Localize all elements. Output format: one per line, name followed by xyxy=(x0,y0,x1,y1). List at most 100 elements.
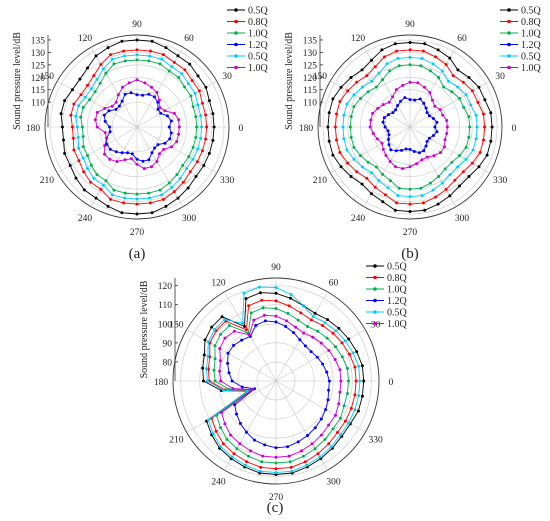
data-point xyxy=(310,442,314,446)
polar-spoke xyxy=(409,80,490,128)
data-point xyxy=(81,156,85,160)
angle-tick-label: 150 xyxy=(40,72,55,82)
polar-spoke xyxy=(409,126,457,207)
angle-tick-label: 270 xyxy=(130,228,145,238)
data-point xyxy=(340,341,344,345)
data-point xyxy=(301,304,305,308)
data-point xyxy=(394,149,398,153)
panel-label-b: (b) xyxy=(401,246,419,262)
data-point xyxy=(435,120,439,124)
data-point xyxy=(221,442,225,446)
legend-label: 0.5Q xyxy=(248,52,269,63)
data-point xyxy=(396,194,400,198)
data-point xyxy=(360,394,364,398)
data-point xyxy=(325,336,329,340)
data-point xyxy=(274,455,278,459)
data-point xyxy=(302,331,306,335)
data-point xyxy=(424,144,428,148)
data-point xyxy=(167,125,171,129)
angle-tick-label: 240 xyxy=(351,214,366,224)
data-point xyxy=(148,196,151,200)
data-point xyxy=(191,157,195,161)
angle-tick-label: 210 xyxy=(313,176,328,186)
data-point xyxy=(345,366,349,370)
data-point xyxy=(135,58,139,62)
data-point xyxy=(202,164,206,167)
data-point xyxy=(476,100,480,104)
data-point xyxy=(218,347,222,351)
data-point xyxy=(357,364,361,368)
data-point xyxy=(120,99,124,103)
legend-swatch-marker xyxy=(373,275,377,280)
angle-tick-label: 270 xyxy=(403,228,418,238)
data-point xyxy=(353,408,357,412)
data-point xyxy=(323,437,327,441)
polar-chart-a: 0306090120150180210240270300330110115120… xyxy=(12,6,269,239)
data-point xyxy=(313,447,317,451)
data-point xyxy=(432,154,436,158)
data-point xyxy=(326,398,330,402)
angle-tick-label: 60 xyxy=(329,278,339,288)
data-point xyxy=(421,201,425,205)
data-point xyxy=(210,325,214,329)
data-point xyxy=(384,154,388,158)
data-point xyxy=(395,201,399,205)
data-point xyxy=(177,76,181,79)
data-point xyxy=(342,113,346,117)
data-point xyxy=(169,131,173,135)
data-point xyxy=(482,112,485,116)
data-point xyxy=(422,101,426,105)
polar-spoke xyxy=(275,329,366,382)
data-point xyxy=(135,48,139,52)
data-point xyxy=(451,74,455,78)
legend-label: 0.5Q xyxy=(387,308,408,319)
angle-tick-label: 330 xyxy=(493,176,508,186)
data-point xyxy=(86,66,89,70)
data-point xyxy=(381,120,385,124)
angle-tick-label: 210 xyxy=(40,176,55,186)
data-point xyxy=(331,97,335,101)
data-point xyxy=(348,125,352,129)
polar-spoke xyxy=(409,126,490,174)
data-point xyxy=(195,125,199,129)
polar-spoke xyxy=(186,380,277,433)
data-point xyxy=(204,137,208,141)
data-point xyxy=(371,132,375,135)
data-point xyxy=(161,197,165,201)
data-point xyxy=(94,196,98,200)
data-point xyxy=(381,147,385,151)
radial-tick-label: 115 xyxy=(31,86,45,96)
data-point xyxy=(194,135,198,139)
data-point xyxy=(448,56,452,60)
data-point xyxy=(74,114,78,118)
angle-tick-label: 30 xyxy=(222,72,232,82)
data-point xyxy=(207,151,211,155)
data-point xyxy=(468,125,472,129)
polar-spoke xyxy=(186,329,277,382)
data-point xyxy=(94,54,98,58)
data-point xyxy=(397,64,401,68)
data-point xyxy=(187,155,191,159)
data-point xyxy=(327,423,331,427)
data-point xyxy=(157,98,161,102)
data-point xyxy=(469,103,473,107)
data-point xyxy=(86,154,89,158)
data-point xyxy=(380,141,384,145)
polar-spoke xyxy=(90,47,138,128)
data-point xyxy=(311,315,315,319)
data-point xyxy=(489,111,493,115)
data-point xyxy=(77,146,81,150)
data-point xyxy=(150,151,154,155)
data-point xyxy=(389,148,393,152)
polar-spoke xyxy=(224,380,277,471)
data-point xyxy=(387,137,390,141)
data-point xyxy=(153,146,157,150)
data-point xyxy=(464,145,468,149)
data-point xyxy=(106,46,110,50)
data-point xyxy=(441,113,445,117)
data-point xyxy=(341,125,345,129)
angle-tick-label: 90 xyxy=(405,20,415,30)
data-point xyxy=(327,379,331,383)
angle-tick-label: 330 xyxy=(220,176,235,186)
